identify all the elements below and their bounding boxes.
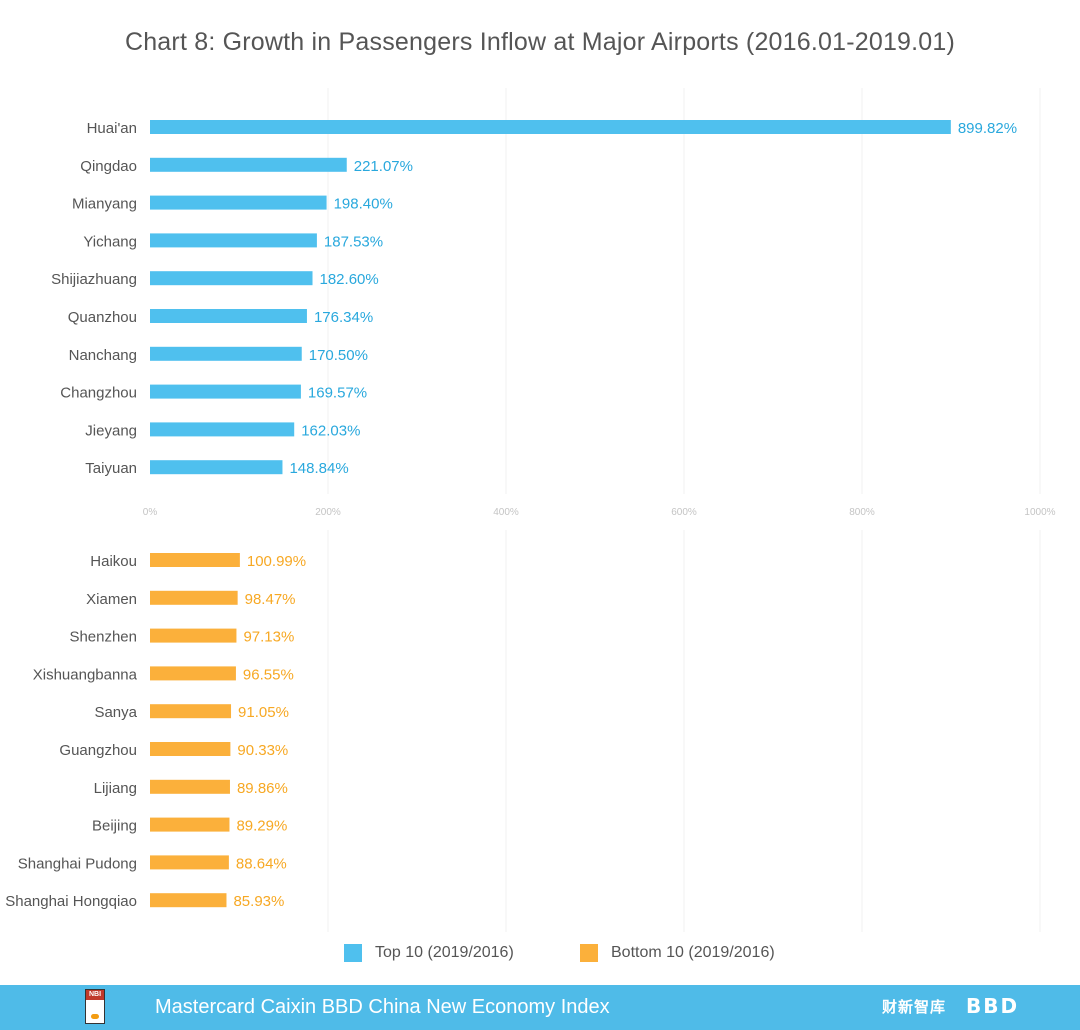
data-label: 162.03% <box>301 422 360 439</box>
category-label: Guangzhou <box>59 742 137 759</box>
category-label: Sanya <box>94 704 137 721</box>
legend-label-top10: Top 10 (2019/2016) <box>375 944 514 961</box>
bar-top10 <box>150 422 295 437</box>
category-label: Taiyuan <box>85 460 137 477</box>
bar-bottom10 <box>150 628 237 643</box>
category-label: Nanchang <box>69 347 137 364</box>
category-label: Shanghai Pudong <box>18 855 137 872</box>
data-label: 89.86% <box>237 780 288 797</box>
category-label: Yichang <box>83 233 137 250</box>
category-label: Mianyang <box>72 196 137 213</box>
bar-top10 <box>150 460 283 475</box>
data-label: 221.07% <box>354 158 413 175</box>
bar-top10 <box>150 233 317 248</box>
legend: Top 10 (2019/2016) Bottom 10 (2019/2016) <box>0 944 1080 970</box>
footer-banner: NBI Mastercard Caixin BBD China New Econ… <box>0 985 1080 1030</box>
category-label: Huai'an <box>87 120 137 137</box>
category-label: Shenzhen <box>69 629 137 646</box>
data-label: 198.40% <box>334 196 393 213</box>
data-label: 88.64% <box>236 855 287 872</box>
data-label: 85.93% <box>233 893 284 910</box>
bar-top10 <box>150 195 327 210</box>
x-tick-label: 800% <box>849 507 875 518</box>
data-label: 90.33% <box>237 742 288 759</box>
category-label: Lijiang <box>94 780 137 797</box>
data-label: 899.82% <box>958 120 1017 137</box>
bar-bottom10 <box>150 742 231 756</box>
data-label: 187.53% <box>324 233 383 250</box>
bar-bottom10 <box>150 666 236 681</box>
nbi-logo: NBI <box>85 989 105 1024</box>
data-label: 182.60% <box>320 271 379 288</box>
category-label: Shijiazhuang <box>51 271 137 288</box>
data-label: 170.50% <box>309 347 368 364</box>
footer-title: Mastercard Caixin BBD China New Economy … <box>155 996 610 1018</box>
category-label: Xiamen <box>86 591 137 608</box>
data-label: 98.47% <box>245 591 296 608</box>
data-label: 97.13% <box>243 629 294 646</box>
x-tick-label: 1000% <box>1024 507 1055 518</box>
data-label: 100.99% <box>247 553 306 570</box>
caixin-insight-logo: 财新智库 <box>882 999 947 1016</box>
bar-bottom10 <box>150 855 229 870</box>
bar-bottom10 <box>150 553 240 567</box>
bar-bottom10 <box>150 704 232 719</box>
bar-top10 <box>150 271 313 286</box>
bar-bottom10 <box>150 779 230 794</box>
x-tick-label: 200% <box>315 507 341 518</box>
category-label: Haikou <box>90 553 137 570</box>
legend-swatch-bottom10 <box>580 944 598 962</box>
bar-top10 <box>150 346 302 361</box>
data-label: 89.29% <box>236 818 287 835</box>
x-tick-label: 400% <box>493 507 519 518</box>
category-label: Shanghai Hongqiao <box>5 893 137 910</box>
bar-top10 <box>150 157 347 172</box>
category-label: Qingdao <box>80 158 137 175</box>
x-tick-label: 0% <box>143 507 158 518</box>
category-label: Beijing <box>92 818 137 835</box>
data-label: 176.34% <box>314 309 373 326</box>
bar-bottom10 <box>150 590 238 605</box>
legend-item-top10: Top 10 (2019/2016) <box>344 944 514 962</box>
data-label: 169.57% <box>308 385 367 402</box>
bar-top10 <box>150 120 951 134</box>
bar-top10 <box>150 384 301 399</box>
bar-bottom10 <box>150 893 227 908</box>
mastercard-dot-icon <box>91 1014 99 1019</box>
category-label: Jieyang <box>85 422 137 439</box>
x-tick-label: 600% <box>671 507 697 518</box>
nbi-logo-text: NBI <box>86 990 104 1000</box>
category-label: Xishuangbanna <box>33 666 138 683</box>
legend-label-bottom10: Bottom 10 (2019/2016) <box>611 944 775 961</box>
data-label: 148.84% <box>289 460 348 477</box>
data-label: 96.55% <box>243 666 294 683</box>
legend-item-bottom10: Bottom 10 (2019/2016) <box>580 944 775 962</box>
bar-chart: 0% 200% 400% 600% 800% 1000% Huai'an 899.82% Qin… <box>5 88 1056 932</box>
category-label: Changzhou <box>60 385 137 402</box>
category-label: Quanzhou <box>68 309 137 326</box>
chart-title: Chart 8: Growth in Passengers Inflow at … <box>124 28 956 56</box>
bbd-logo: BBD <box>966 994 1020 1018</box>
legend-swatch-top10 <box>344 944 362 962</box>
data-label: 91.05% <box>238 704 289 721</box>
bar-top10 <box>150 309 307 323</box>
bar-bottom10 <box>150 817 230 832</box>
